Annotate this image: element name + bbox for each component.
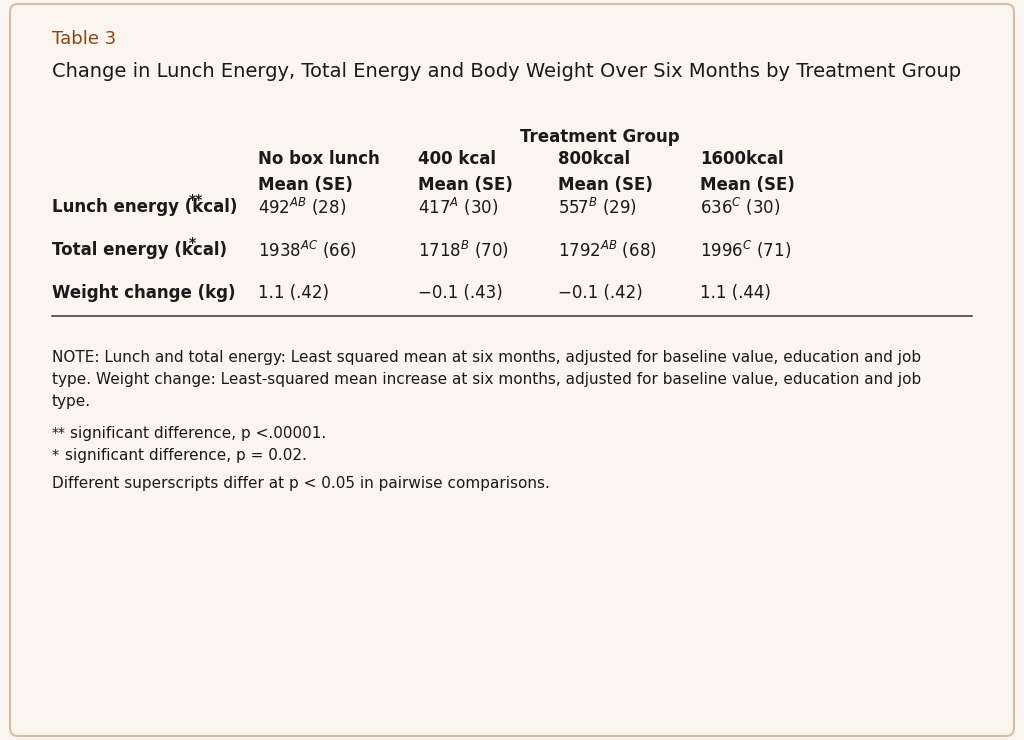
- Text: Treatment Group: Treatment Group: [520, 128, 680, 146]
- Text: 492$^{AB}$ (28): 492$^{AB}$ (28): [258, 196, 346, 218]
- Text: −0.1 (.43): −0.1 (.43): [418, 284, 503, 302]
- Text: −0.1 (.42): −0.1 (.42): [558, 284, 643, 302]
- Text: type. Weight change: Least-squared mean increase at six months, adjusted for bas: type. Weight change: Least-squared mean …: [52, 372, 922, 387]
- Text: 417$^{A}$ (30): 417$^{A}$ (30): [418, 196, 499, 218]
- Text: Mean (SE): Mean (SE): [558, 176, 653, 194]
- Text: 1.1 (.44): 1.1 (.44): [700, 284, 771, 302]
- Text: 1718$^{B}$ (70): 1718$^{B}$ (70): [418, 239, 509, 261]
- Text: 1938$^{AC}$ (66): 1938$^{AC}$ (66): [258, 239, 357, 261]
- Text: 1.1 (.42): 1.1 (.42): [258, 284, 329, 302]
- Text: Total energy (kcal): Total energy (kcal): [52, 241, 227, 259]
- FancyBboxPatch shape: [10, 4, 1014, 736]
- Text: Table 3: Table 3: [52, 30, 117, 48]
- Text: **: **: [52, 426, 66, 440]
- Text: significant difference, p = 0.02.: significant difference, p = 0.02.: [65, 448, 307, 463]
- Text: 1600kcal: 1600kcal: [700, 150, 783, 168]
- Text: type.: type.: [52, 394, 91, 409]
- Text: *: *: [188, 236, 196, 250]
- Text: Lunch energy (kcal): Lunch energy (kcal): [52, 198, 238, 216]
- Text: 557$^{B}$ (29): 557$^{B}$ (29): [558, 196, 637, 218]
- Text: 636$^{C}$ (30): 636$^{C}$ (30): [700, 196, 780, 218]
- Text: Change in Lunch Energy, Total Energy and Body Weight Over Six Months by Treatmen: Change in Lunch Energy, Total Energy and…: [52, 62, 962, 81]
- Text: significant difference, p <.00001.: significant difference, p <.00001.: [70, 426, 327, 441]
- Text: No box lunch: No box lunch: [258, 150, 380, 168]
- Text: Weight change (kg): Weight change (kg): [52, 284, 236, 302]
- Text: Mean (SE): Mean (SE): [258, 176, 353, 194]
- Text: Mean (SE): Mean (SE): [700, 176, 795, 194]
- Text: 400 kcal: 400 kcal: [418, 150, 496, 168]
- Text: NOTE: Lunch and total energy: Least squared mean at six months, adjusted for bas: NOTE: Lunch and total energy: Least squa…: [52, 350, 922, 365]
- Text: **: **: [188, 193, 203, 207]
- Text: *: *: [52, 448, 59, 462]
- Text: Mean (SE): Mean (SE): [418, 176, 513, 194]
- Text: 1792$^{AB}$ (68): 1792$^{AB}$ (68): [558, 239, 656, 261]
- Text: 800kcal: 800kcal: [558, 150, 630, 168]
- Text: Different superscripts differ at p < 0.05 in pairwise comparisons.: Different superscripts differ at p < 0.0…: [52, 476, 550, 491]
- Text: 1996$^{C}$ (71): 1996$^{C}$ (71): [700, 239, 792, 261]
